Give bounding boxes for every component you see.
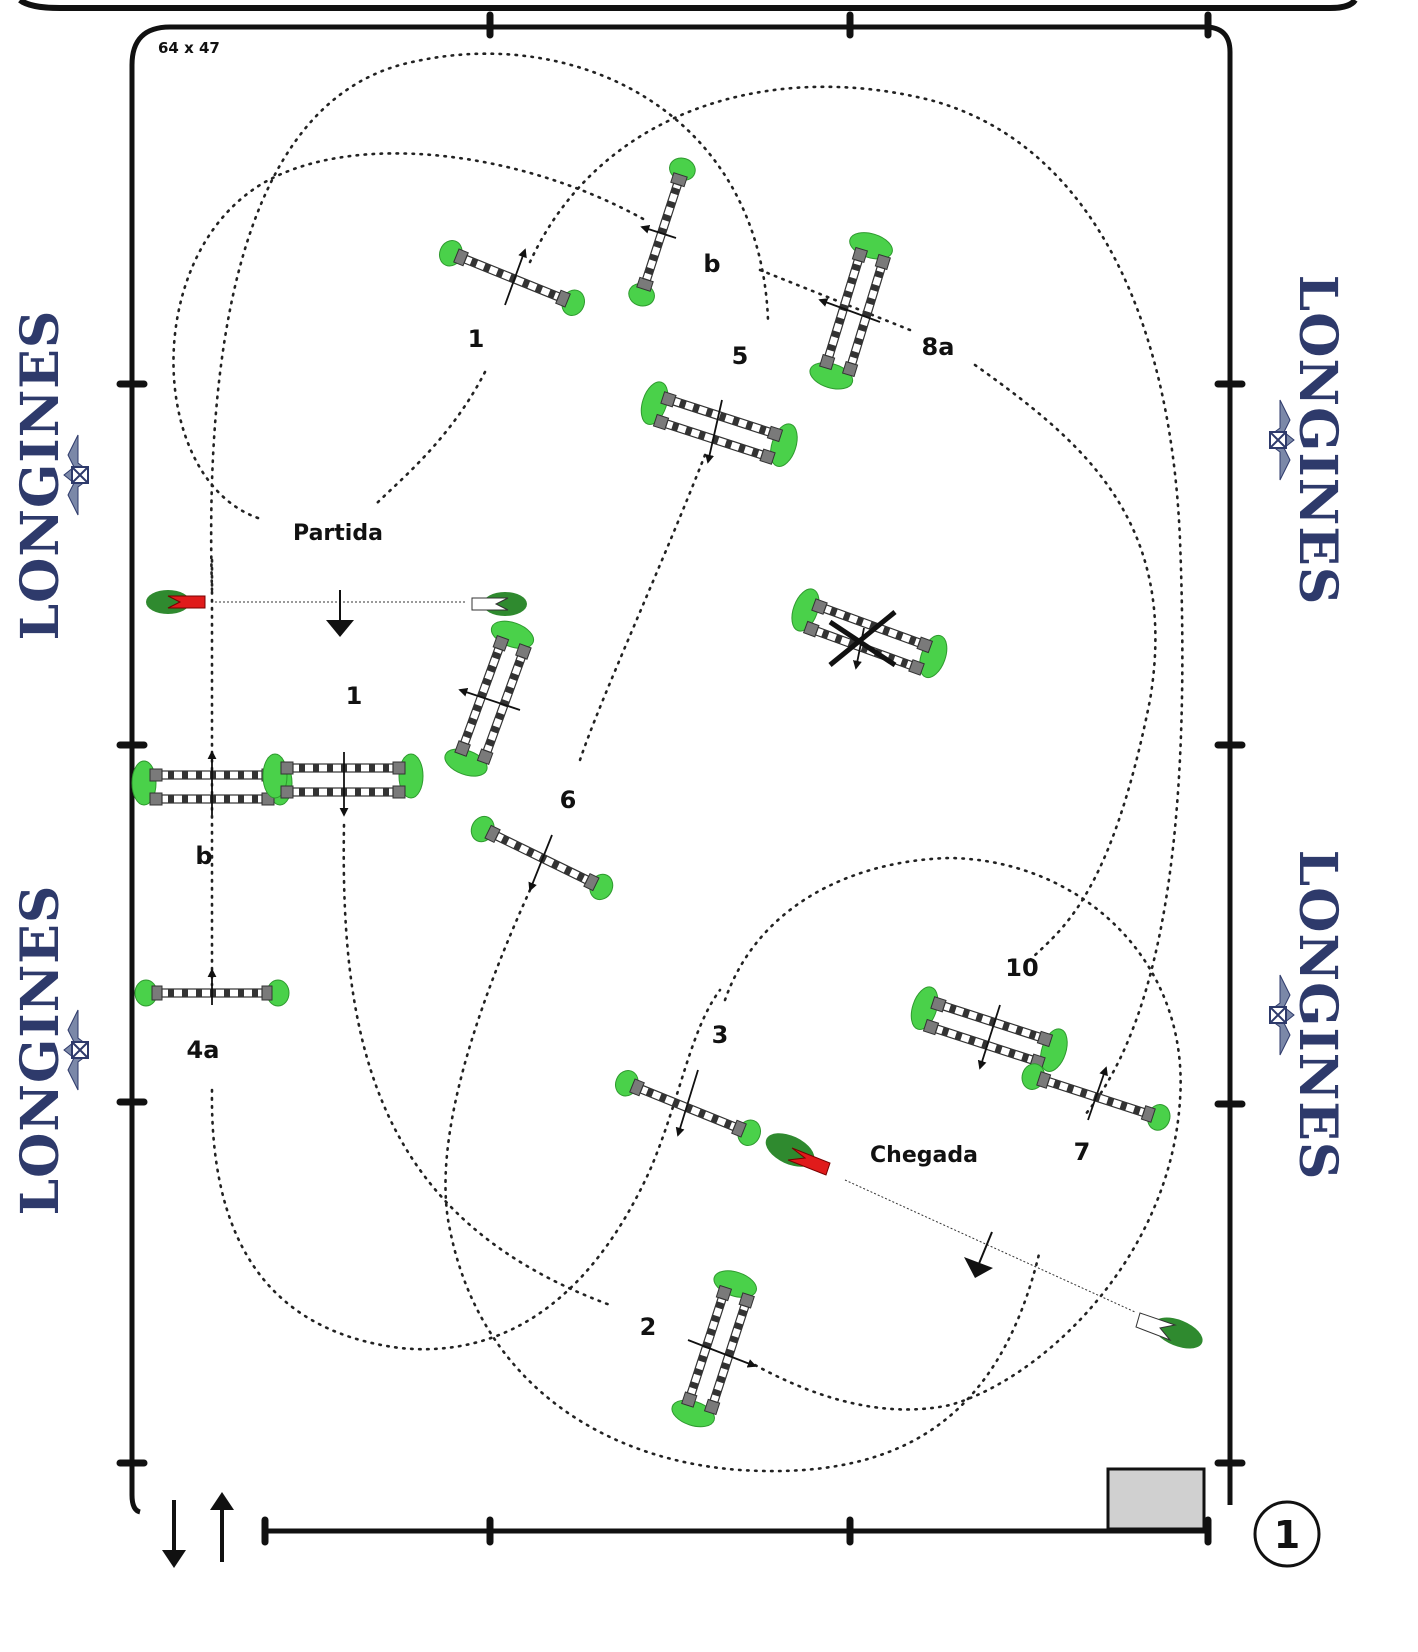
riding-track [172,52,1184,1473]
obstacle-10 [905,982,1073,1076]
obstacle-3 [611,1066,765,1150]
page-number: 1 [1274,1513,1300,1557]
sponsor-logo-right-top: LONGINES [1269,275,1348,606]
obstacle-1 [262,753,424,799]
svg-text:LONGINES: LONGINES [1287,850,1348,1181]
obstacle-label-4b: b [195,842,212,870]
start-line [146,590,527,637]
sponsor-logo-right-bottom: LONGINES [1269,850,1348,1181]
obstacle-label-7: 7 [1074,1138,1091,1166]
obstacle-label-3: 3 [712,1021,729,1049]
page-number-badge: 1 [1253,1500,1321,1568]
finish-line [765,1133,1203,1349]
entry-arrows [162,1492,234,1568]
arena-outline [116,11,1246,1546]
obstacle-2 [667,1265,761,1433]
obstacle-label-2: 2 [640,1313,657,1341]
svg-text:LONGINES: LONGINES [1287,275,1348,606]
obstacle-label-8a: 8a [922,333,955,361]
svg-text:LONGINES: LONGINES [10,310,71,641]
sponsor-logo-left-bottom: LONGINES [10,885,89,1216]
obstacle-label-4a: 4a [187,1036,220,1064]
obstacle-label-10: 10 [1005,954,1038,982]
sponsor-logo-left-top: LONGINES [10,310,89,641]
obstacle-label-1: 1 [346,682,363,710]
obstacle-label-5: 5 [732,342,749,370]
svg-text:LONGINES: LONGINES [10,885,71,1216]
obstacle-label-9: 1 [468,325,485,353]
obstacle-9 [435,236,589,320]
start-label: Partida [293,521,383,546]
obstacle-1b-oxer [440,615,538,782]
obstacle-8b [625,154,699,310]
obstacle-5 [635,377,803,471]
obstacle-label-6: 6 [560,786,577,814]
top-border [18,0,1358,11]
finish-label: Chegada [870,1143,978,1168]
arena-size-label: 64 x 47 [158,39,220,57]
judge-box [1106,1467,1206,1531]
obstacle-removed [786,584,953,682]
obstacle-label-8b: b [703,250,720,278]
